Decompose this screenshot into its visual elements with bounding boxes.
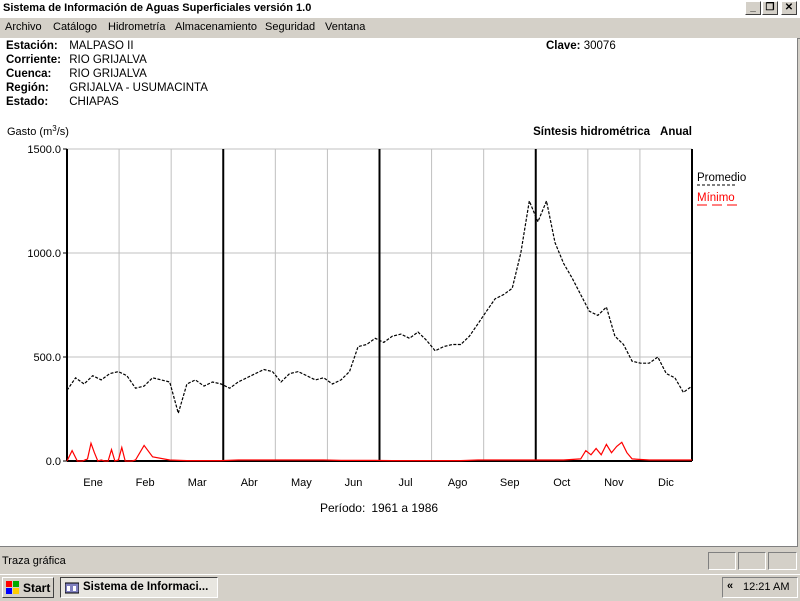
menu-catalogo[interactable]: Catálogo <box>53 21 98 33</box>
status-panel <box>768 552 797 570</box>
period-value: 1961 a 1986 <box>371 501 438 515</box>
station-row: Estación: MALPASO II <box>6 40 134 52</box>
cuenca-value: RIO GRIJALVA <box>69 68 147 80</box>
status-text: Traza gráfica <box>2 555 66 567</box>
title-bar[interactable]: Sistema de Información de Aguas Superfic… <box>0 0 800 18</box>
menu-hidrometria[interactable]: Hidrometría <box>108 21 166 33</box>
windows-logo-icon <box>6 581 19 594</box>
period-label: Período: <box>320 501 365 515</box>
minimize-icon[interactable]: _ <box>745 1 761 15</box>
x-tick-label: Dic <box>658 477 674 489</box>
clave-value: 30076 <box>583 40 616 52</box>
x-tick-label: Ago <box>448 477 468 489</box>
x-tick-label: Mar <box>188 477 207 489</box>
chart-title: Síntesis hidrométrica Anual <box>533 126 692 138</box>
x-tick-label: Sep <box>500 477 520 489</box>
legend-promedio: Promedio <box>697 172 746 184</box>
start-button[interactable]: Start <box>2 577 54 598</box>
y-tick-label: 500.0 <box>33 352 61 364</box>
x-tick-label: Feb <box>136 477 155 489</box>
y-tick-label: 0.0 <box>46 456 61 468</box>
status-panel <box>738 552 766 570</box>
corriente-value: RIO GRIJALVA <box>69 54 147 66</box>
grid-lines <box>66 148 693 462</box>
app-icon <box>65 582 79 594</box>
menu-almacenamiento[interactable]: Almacenamiento <box>175 21 257 33</box>
chart-window: Estación: MALPASO II Corriente: RIO GRIJ… <box>0 38 798 547</box>
taskbar-window-button[interactable]: Sistema de Informaci... <box>60 577 218 598</box>
clave-label: Clave: <box>546 40 581 52</box>
menu-bar: Archivo Catálogo Hidrometría Almacenamie… <box>0 18 800 39</box>
y-axis-ticks: 1500.0 1000.0 500.0 0.0 <box>27 144 67 468</box>
estado-value: CHIAPAS <box>69 96 119 108</box>
close-icon[interactable]: ✕ <box>781 1 797 15</box>
x-tick-label: Jun <box>345 477 363 489</box>
region-row: Región: GRIJALVA - USUMACINTA <box>6 82 208 94</box>
window-title: Sistema de Información de Aguas Superfic… <box>3 2 312 14</box>
legend-minimo: Mínimo <box>697 192 735 204</box>
taskbar: Start Sistema de Informaci... « 12:21 AM <box>0 574 800 601</box>
system-tray: « 12:21 AM <box>722 577 798 598</box>
cuenca-row: Cuenca: RIO GRIJALVA <box>6 68 147 80</box>
clock: 12:21 AM <box>743 581 790 593</box>
cuenca-label: Cuenca: <box>6 68 52 80</box>
series-lines <box>66 198 693 462</box>
taskbar-window-label: Sistema de Informaci... <box>83 581 209 593</box>
x-tick-label: May <box>291 477 312 489</box>
x-tick-label: Jul <box>399 477 413 489</box>
x-tick-label: Abr <box>241 477 258 489</box>
y-tick-label: 1000.0 <box>27 248 61 260</box>
region-value: GRIJALVA - USUMACINTA <box>69 82 208 94</box>
estado-row: Estado: CHIAPAS <box>6 96 119 108</box>
x-tick-label: Oct <box>553 477 570 489</box>
period-text: Período: 1961 a 1986 <box>320 501 438 515</box>
chart-title-text: Síntesis hidrométrica <box>533 126 651 138</box>
station-label: Estación: <box>6 40 58 52</box>
station-value: MALPASO II <box>69 40 134 52</box>
y-tick-label: 1500.0 <box>27 144 61 156</box>
menu-ventana[interactable]: Ventana <box>325 21 366 33</box>
region-label: Región: <box>6 82 49 94</box>
status-panel <box>708 552 736 570</box>
estado-label: Estado: <box>6 96 49 108</box>
hydrograph-chart: Gasto (m3/s) Síntesis hidrométrica Anual … <box>7 124 746 515</box>
x-tick-label: Ene <box>83 477 103 489</box>
start-label: Start <box>23 581 51 595</box>
corriente-label: Corriente: <box>6 54 61 66</box>
clave-row: Clave: 30076 <box>546 40 616 52</box>
chart-mode: Anual <box>660 126 692 138</box>
menu-seguridad[interactable]: Seguridad <box>265 21 316 33</box>
x-axis-ticks: Ene Feb Mar Abr May Jun Jul Ago Sep Oct Nov Dic <box>83 477 674 489</box>
corriente-row: Corriente: RIO GRIJALVA <box>6 54 147 66</box>
series-line-promedio <box>66 198 693 416</box>
status-bar: Traza gráfica <box>0 550 800 572</box>
tray-expand-icon[interactable]: « <box>727 580 734 592</box>
menu-archivo[interactable]: Archivo <box>5 21 42 33</box>
x-tick-label: Nov <box>604 477 624 489</box>
y-axis-label: Gasto (m3/s) <box>7 124 69 138</box>
restore-icon[interactable]: ❐ <box>762 1 778 15</box>
series-line-minimo <box>66 441 692 462</box>
